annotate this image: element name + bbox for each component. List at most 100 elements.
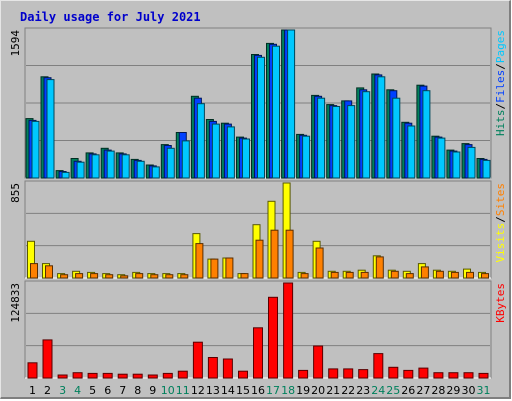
bar-sites-day-28 bbox=[435, 270, 444, 279]
day-label-12: 12 bbox=[191, 384, 205, 397]
bar-pages-day-29 bbox=[452, 151, 461, 179]
bar-kbytes-day-4 bbox=[72, 372, 83, 379]
bar-sites-day-31 bbox=[481, 273, 489, 279]
day-label-8: 8 bbox=[134, 384, 141, 397]
legend-pages: Pages bbox=[494, 30, 507, 63]
bar-kbytes-day-22 bbox=[343, 368, 354, 379]
panel-3-legend: KBytes bbox=[494, 283, 507, 323]
bar-kbytes-day-9 bbox=[147, 374, 158, 379]
day-label-18: 18 bbox=[281, 384, 295, 397]
bar-sites-day-7 bbox=[120, 275, 129, 279]
bar-sites-day-21 bbox=[330, 271, 339, 279]
bar-sites-day-20 bbox=[315, 247, 324, 279]
bar-pages-day-21 bbox=[332, 106, 341, 179]
bar-sites-day-3 bbox=[60, 274, 69, 279]
bar-pages-day-14 bbox=[226, 126, 235, 179]
bar-sites-day-17 bbox=[270, 229, 279, 279]
bar-sites-day-5 bbox=[90, 273, 99, 279]
bar-pages-day-18 bbox=[287, 29, 296, 179]
bar-sites-day-2 bbox=[45, 265, 53, 279]
bar-kbytes-day-27 bbox=[418, 367, 429, 379]
bar-kbytes-day-11 bbox=[177, 370, 188, 379]
day-label-19: 19 bbox=[296, 384, 310, 397]
bar-pages-day-23 bbox=[362, 91, 371, 179]
bar-kbytes-day-28 bbox=[433, 372, 444, 379]
bar-kbytes-day-25 bbox=[388, 366, 399, 379]
day-label-25: 25 bbox=[386, 384, 400, 397]
legend-separator: / bbox=[494, 216, 507, 223]
bar-kbytes-day-16 bbox=[253, 327, 263, 379]
day-label-22: 22 bbox=[341, 384, 355, 397]
panel-2-legend: Visits/Sites bbox=[494, 183, 507, 263]
bar-pages-day-20 bbox=[317, 97, 326, 179]
bar-pages-day-10 bbox=[166, 147, 175, 179]
bar-sites-day-26 bbox=[405, 273, 414, 279]
bar-sites-day-4 bbox=[75, 273, 84, 279]
day-label-5: 5 bbox=[89, 384, 96, 397]
chart-title: Daily usage for July 2021 bbox=[20, 10, 201, 24]
bar-pages-day-13 bbox=[211, 123, 220, 179]
bar-sites-day-12 bbox=[195, 243, 204, 279]
bar-kbytes-day-5 bbox=[87, 372, 98, 379]
legend-hits: Hits bbox=[494, 110, 507, 137]
bar-sites-day-6 bbox=[105, 274, 114, 279]
bar-pages-day-17 bbox=[272, 45, 280, 179]
day-label-29: 29 bbox=[446, 384, 460, 397]
day-label-27: 27 bbox=[416, 384, 430, 397]
day-label-15: 15 bbox=[236, 384, 250, 397]
bar-sites-day-23 bbox=[360, 271, 369, 279]
bar-pages-day-31 bbox=[482, 159, 491, 179]
bar-sites-day-16 bbox=[255, 239, 264, 279]
day-label-1: 1 bbox=[29, 384, 36, 397]
bar-pages-day-4 bbox=[76, 161, 85, 179]
day-label-9: 9 bbox=[149, 384, 156, 397]
bar-pages-day-24 bbox=[377, 76, 386, 179]
bar-pages-day-30 bbox=[467, 146, 476, 179]
bar-kbytes-day-19 bbox=[298, 369, 309, 379]
bar-sites-day-18 bbox=[285, 229, 294, 279]
day-label-30: 30 bbox=[462, 384, 476, 397]
day-label-6: 6 bbox=[104, 384, 111, 397]
bar-pages-day-27 bbox=[422, 90, 431, 179]
bar-pages-day-26 bbox=[407, 125, 416, 179]
day-label-20: 20 bbox=[311, 384, 325, 397]
bar-pages-day-28 bbox=[437, 137, 446, 179]
bar-kbytes-day-3 bbox=[57, 374, 68, 379]
bar-kbytes-day-17 bbox=[268, 296, 278, 379]
bar-kbytes-day-23 bbox=[358, 369, 369, 379]
bar-kbytes-day-12 bbox=[192, 341, 203, 379]
bar-sites-day-22 bbox=[345, 271, 354, 279]
bar-pages-day-6 bbox=[106, 150, 115, 179]
day-label-31: 31 bbox=[477, 384, 491, 397]
legend-separator: / bbox=[494, 103, 507, 110]
legend-sites: Sites bbox=[494, 183, 507, 216]
bar-pages-day-15 bbox=[242, 138, 250, 179]
bar-sites-day-13 bbox=[210, 258, 219, 279]
day-label-28: 28 bbox=[431, 384, 445, 397]
day-label-21: 21 bbox=[326, 384, 340, 397]
bar-pages-day-16 bbox=[257, 56, 265, 179]
bar-kbytes-day-2 bbox=[42, 339, 53, 379]
bar-pages-day-12 bbox=[196, 103, 205, 179]
panel-1-legend: Hits/Files/Pages bbox=[494, 30, 507, 136]
bar-pages-day-22 bbox=[347, 105, 356, 179]
bar-sites-day-19 bbox=[300, 273, 309, 279]
bar-pages-day-11 bbox=[181, 140, 190, 179]
panel-3-ymax-label: 124833 bbox=[9, 283, 22, 323]
bar-kbytes-day-10 bbox=[162, 372, 173, 379]
bar-kbytes-day-8 bbox=[132, 373, 143, 379]
bar-pages-day-3 bbox=[61, 171, 70, 179]
day-label-24: 24 bbox=[371, 384, 385, 397]
day-label-14: 14 bbox=[221, 384, 235, 397]
bar-pages-day-9 bbox=[151, 166, 160, 179]
bar-kbytes-day-7 bbox=[117, 373, 128, 379]
bar-pages-day-2 bbox=[46, 79, 55, 179]
day-label-4: 4 bbox=[74, 384, 81, 397]
bar-sites-day-10 bbox=[165, 274, 174, 279]
bar-pages-day-7 bbox=[121, 154, 130, 179]
bar-kbytes-day-1 bbox=[27, 362, 38, 379]
bar-kbytes-day-21 bbox=[328, 368, 339, 379]
bar-pages-day-8 bbox=[136, 160, 145, 179]
bar-pages-day-25 bbox=[392, 97, 401, 179]
